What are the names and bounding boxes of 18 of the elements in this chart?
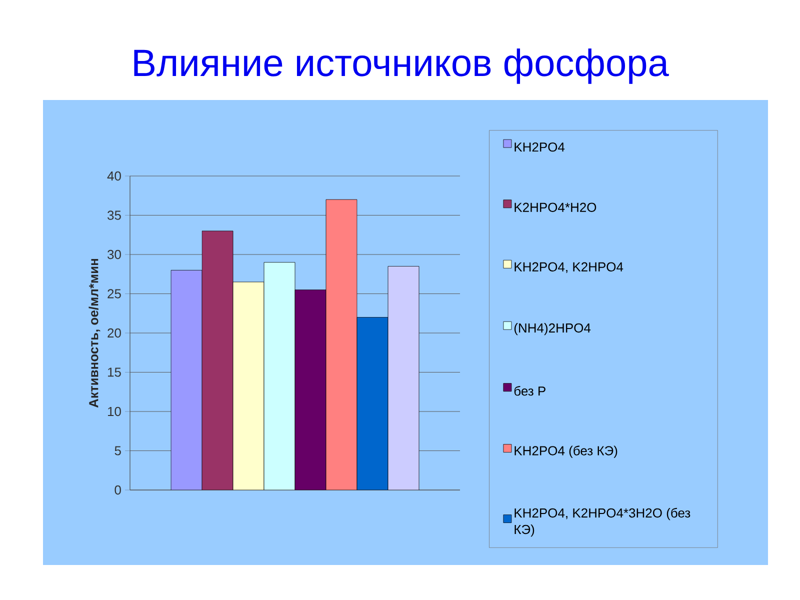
legend-label: KH2PO4, K2HPO4	[514, 262, 624, 274]
y-tick-label: 30	[108, 250, 121, 260]
y-tick-label: 40	[107, 171, 121, 181]
y-tick-label: 0	[114, 485, 121, 495]
legend-label: без P	[514, 386, 546, 396]
legend-label: (NH4)2HPO4	[514, 323, 591, 336]
legend-label: KH2PO4 (без КЭ)	[514, 446, 618, 458]
legend-label: K2HPO4*H2O	[514, 202, 596, 212]
y-axis-title: Активность, ое/мл*мин	[88, 258, 100, 408]
y-tick-label: 35	[108, 210, 121, 220]
y-tick-label: 20	[108, 328, 121, 338]
y-tick-label: 15	[108, 368, 121, 377]
legend-label: KH2PO4	[514, 142, 565, 152]
y-tick-label: 5	[114, 446, 121, 456]
y-tick-label: 10	[108, 406, 121, 416]
y-tick-label: 25	[108, 289, 121, 298]
legend-label: KH2PO4, K2HPO4*3H2O (без КЭ)	[514, 508, 690, 537]
chart-title: Влияние источников фосфора	[134, 48, 669, 84]
